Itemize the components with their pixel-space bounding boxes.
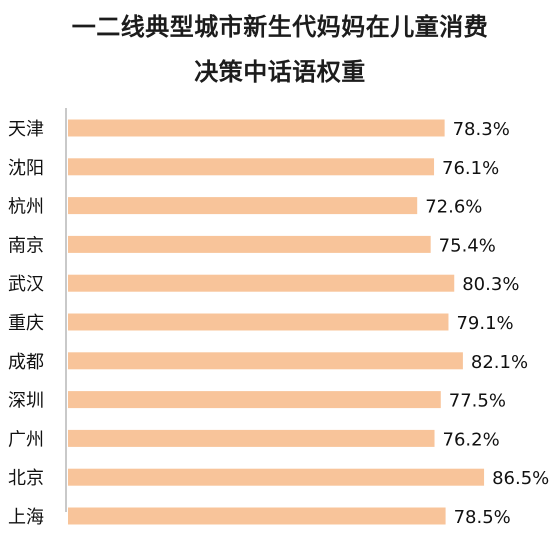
bar-天津 (68, 119, 445, 137)
value-label: 82.1% (471, 352, 528, 373)
category-label: 上海 (8, 507, 44, 528)
bar-深圳 (68, 391, 441, 409)
bar-上海 (68, 507, 446, 525)
value-label: 75.4% (439, 235, 496, 256)
category-label: 天津 (8, 119, 44, 140)
value-label: 78.3% (453, 119, 510, 140)
category-label: 广州 (8, 429, 44, 450)
category-label: 成都 (8, 352, 44, 373)
category-label: 武汉 (8, 274, 44, 295)
category-label: 北京 (8, 468, 44, 489)
value-label: 72.6% (425, 197, 482, 218)
bar-杭州 (68, 197, 418, 215)
category-label: 南京 (8, 235, 44, 256)
value-label: 80.3% (462, 274, 519, 295)
category-label: 深圳 (8, 391, 44, 412)
bar-重庆 (68, 313, 449, 331)
category-label: 沈阳 (8, 158, 44, 179)
bar-武汉 (68, 274, 455, 292)
bar-成都 (68, 352, 463, 370)
category-label: 杭州 (8, 197, 44, 218)
value-label: 76.2% (443, 429, 500, 450)
bar-北京 (68, 468, 485, 486)
value-label: 78.5% (454, 507, 511, 528)
category-label: 重庆 (8, 313, 44, 334)
value-label: 79.1% (456, 313, 513, 334)
bar-广州 (68, 429, 435, 447)
chart-title-line-2: 决策中话语权重 (194, 58, 366, 86)
value-label: 77.5% (449, 391, 506, 412)
chart-title-line-1: 一二线典型城市新生代妈妈在儿童消费 (71, 13, 489, 41)
value-label: 76.1% (442, 158, 499, 179)
bar-沈阳 (68, 158, 435, 176)
value-label: 86.5% (492, 468, 549, 489)
bar-南京 (68, 235, 431, 253)
